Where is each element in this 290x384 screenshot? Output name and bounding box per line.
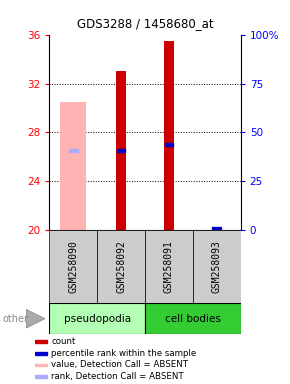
Bar [35, 364, 48, 366]
Text: other: other [3, 314, 29, 324]
Text: cell bodies: cell bodies [165, 314, 221, 324]
Bar [213, 227, 221, 229]
Bar [35, 375, 48, 377]
Text: GDS3288 / 1458680_at: GDS3288 / 1458680_at [77, 17, 213, 30]
Text: GSM258091: GSM258091 [164, 240, 174, 293]
Bar [164, 41, 174, 230]
Bar [49, 230, 97, 303]
Bar [116, 71, 126, 230]
Bar [60, 102, 86, 230]
Text: value, Detection Call = ABSENT: value, Detection Call = ABSENT [51, 360, 188, 369]
Text: GSM258093: GSM258093 [212, 240, 222, 293]
Text: pseudopodia: pseudopodia [64, 314, 131, 324]
Bar [117, 149, 125, 152]
Bar [49, 303, 145, 334]
Bar [193, 230, 241, 303]
Text: rank, Detection Call = ABSENT: rank, Detection Call = ABSENT [51, 372, 184, 381]
Text: GSM258092: GSM258092 [116, 240, 126, 293]
Text: percentile rank within the sample: percentile rank within the sample [51, 349, 197, 358]
Bar [97, 230, 145, 303]
Bar [165, 143, 173, 146]
Bar [35, 341, 48, 343]
Bar [145, 230, 193, 303]
Polygon shape [26, 310, 45, 328]
Text: GSM258090: GSM258090 [68, 240, 78, 293]
Text: count: count [51, 337, 76, 346]
Bar [35, 352, 48, 354]
Bar [69, 149, 77, 152]
Bar [145, 303, 241, 334]
